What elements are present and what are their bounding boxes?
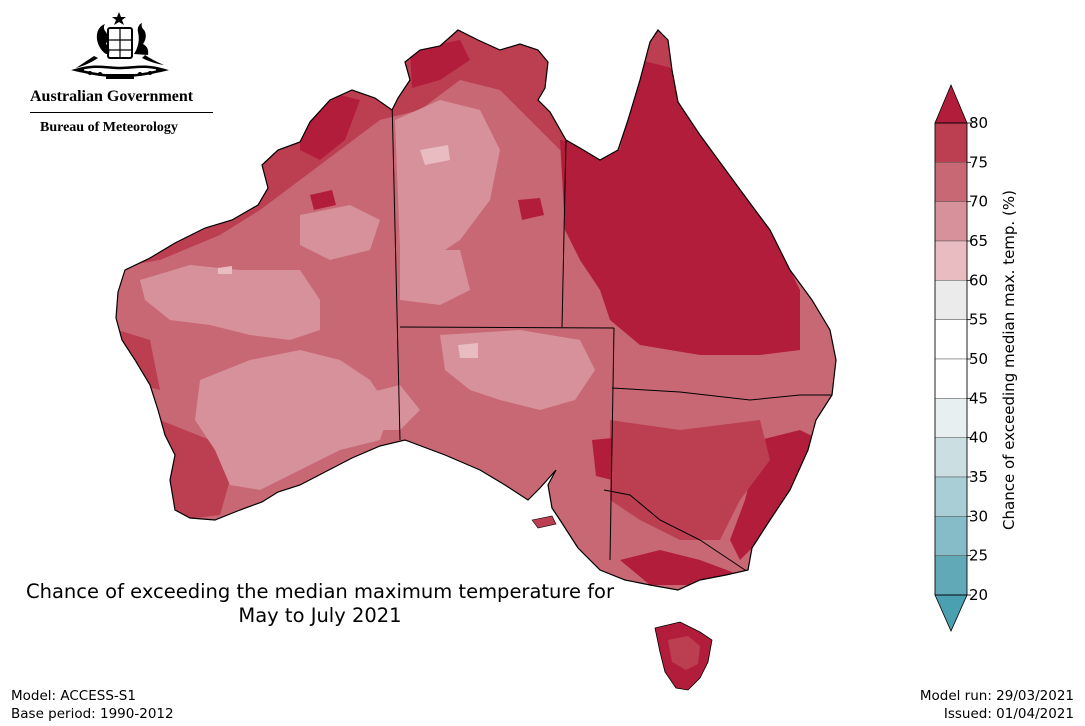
colorbar-tick-label: 55 bbox=[969, 311, 988, 329]
map-title-line1: Chance of exceeding the median maximum t… bbox=[25, 580, 615, 603]
sa-south-light-region bbox=[360, 385, 420, 430]
base-period-label: Base period: 1990-2012 bbox=[11, 706, 174, 722]
colorbar-tick-label: 70 bbox=[969, 193, 988, 211]
nsw-mid-region bbox=[610, 420, 770, 540]
nt-small-pale-region bbox=[420, 145, 450, 165]
wa-dark-pocket-region bbox=[310, 190, 336, 210]
sa-small-pale-region bbox=[458, 343, 478, 358]
colorbar-segment bbox=[934, 555, 968, 596]
colorbar-tick-label: 60 bbox=[969, 271, 988, 289]
nt-interior-light-region bbox=[395, 100, 500, 260]
sa-central-light-region bbox=[440, 330, 595, 410]
model-info: Model: ACCESS-S1 Base period: 1990-2012 bbox=[11, 687, 174, 723]
colorbar-segment bbox=[934, 162, 968, 202]
colorbar-segment bbox=[934, 280, 968, 320]
wa-small-pale-region bbox=[218, 266, 232, 274]
map-title: Chance of exceeding the median maximum t… bbox=[0, 580, 640, 628]
colorbar-tick-label: 25 bbox=[969, 547, 988, 565]
colorbar-tick-label: 80 bbox=[969, 114, 988, 132]
colorbar-legend: 80 75 70 65 60 55 50 45 40 35 30 25 20 Chance of exc… bbox=[934, 83, 1018, 632]
wa-south-light-region bbox=[195, 350, 390, 490]
state-borders bbox=[391, 99, 832, 573]
colorbar-tick-label: 35 bbox=[969, 468, 988, 486]
colorbar-segment bbox=[934, 476, 968, 517]
colorbar-over-arrow bbox=[934, 83, 968, 124]
colorbar-tick-label: 40 bbox=[969, 429, 988, 447]
colorbar-segment bbox=[934, 201, 968, 242]
colorbar-segment bbox=[934, 240, 968, 281]
model-label: Model: ACCESS-S1 bbox=[11, 688, 136, 704]
colorbar-tick-label: 20 bbox=[969, 586, 988, 604]
colorbar-segment bbox=[934, 516, 968, 556]
nt-dark-pocket-region bbox=[518, 198, 544, 220]
kangaroo-island-region bbox=[531, 515, 557, 529]
colorbar-segment bbox=[934, 122, 968, 163]
colorbar-tick-label: 45 bbox=[969, 389, 988, 407]
colorbar-segment bbox=[934, 319, 968, 360]
tasmania-inner-region bbox=[668, 636, 700, 670]
run-info: Model run: 29/03/2021 Issued: 01/04/2021 bbox=[920, 687, 1074, 723]
government-name: Australian Government bbox=[30, 88, 194, 105]
colorbar-tick-label: 75 bbox=[969, 153, 988, 171]
colorbar-under-arrow bbox=[934, 594, 968, 632]
colorbar-tick-label: 50 bbox=[969, 350, 988, 368]
wa-north-light-region bbox=[300, 205, 380, 260]
bom-logo: Australian Government Bureau of Meteorol… bbox=[22, 8, 222, 138]
map-title-line2: May to July 2021 bbox=[238, 604, 402, 627]
westcoast-region bbox=[118, 330, 160, 390]
colorbar-segment bbox=[934, 437, 968, 478]
colorbar-segment bbox=[934, 398, 968, 438]
wa-interior-light-region bbox=[140, 265, 320, 340]
agency-name: Bureau of Meteorology bbox=[40, 120, 178, 135]
nsw-dark-pocket-region bbox=[592, 438, 612, 480]
top-end-high-region bbox=[410, 40, 470, 88]
southeast-coast-high-region bbox=[730, 430, 820, 560]
colorbar-tick-label: 30 bbox=[969, 507, 988, 525]
victoria-coast-high-region bbox=[620, 550, 740, 585]
queensland-high-region bbox=[560, 60, 800, 355]
colorbar-tick-label: 65 bbox=[969, 232, 988, 250]
logo-divider bbox=[30, 112, 213, 113]
commonwealth-coat-of-arms-icon bbox=[71, 12, 169, 79]
model-run-label: Model run: 29/03/2021 bbox=[919, 688, 1074, 704]
nt-central-light-region bbox=[400, 250, 470, 305]
issued-label: Issued: 01/04/2021 bbox=[943, 706, 1074, 722]
colorbar-segment bbox=[934, 358, 968, 399]
colorbar-axis-label: Chance of exceeding median max. temp. (%… bbox=[1000, 190, 1018, 530]
